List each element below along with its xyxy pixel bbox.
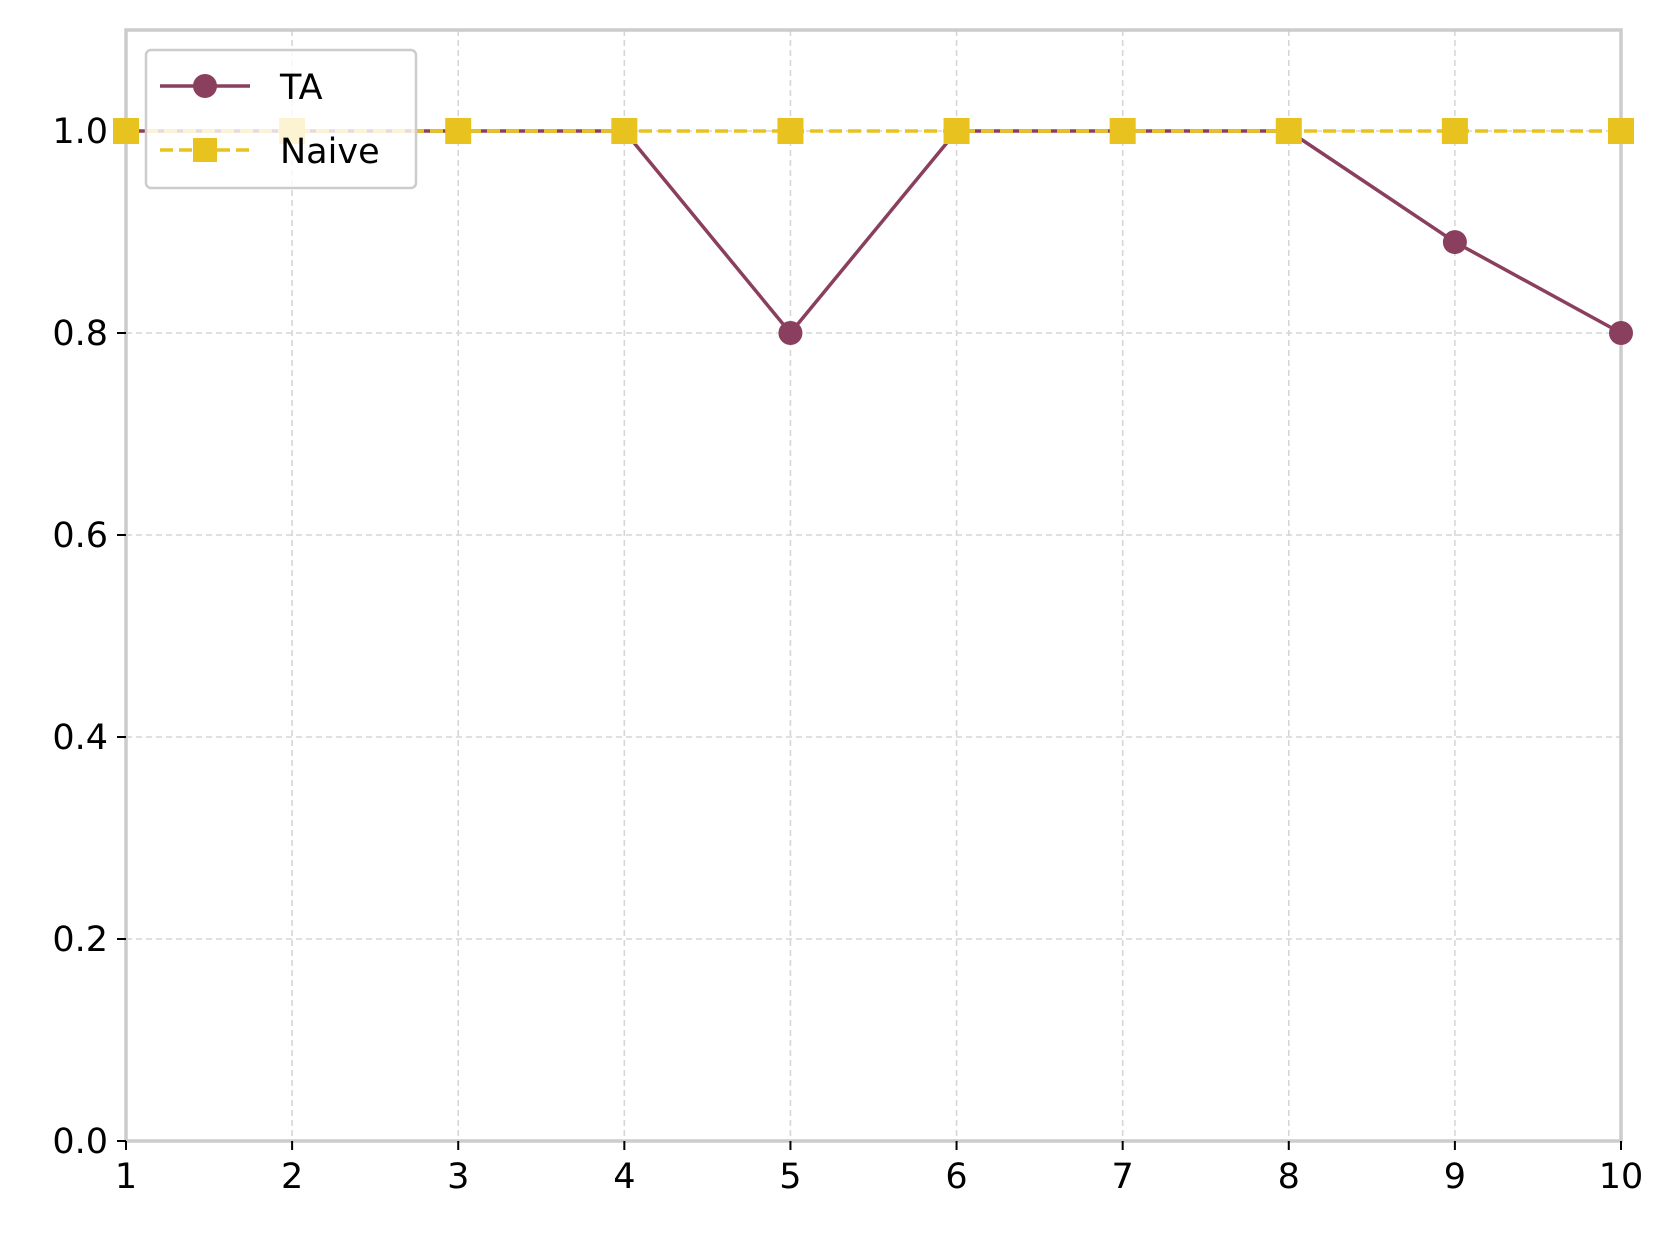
data-point-naive	[943, 118, 970, 144]
y-tick-label: 0.6	[52, 516, 108, 556]
x-tick-label: 5	[779, 1157, 801, 1197]
x-tick-label: 10	[1599, 1157, 1644, 1197]
x-tick-label: 4	[613, 1157, 635, 1197]
data-point-naive	[1441, 118, 1468, 144]
y-tick-label: 0.0	[52, 1122, 108, 1162]
x-tick-label: 9	[1444, 1157, 1466, 1197]
legend-marker-ta	[193, 74, 217, 98]
data-point-naive	[1109, 118, 1136, 144]
data-point-ta	[1609, 321, 1633, 345]
legend-entry-naive: Naive	[160, 132, 380, 172]
data-point-ta	[1442, 230, 1467, 255]
ticks: 1 2 3 4 5 6 7 8 9 10 0.0 0.2 0.4 0.6 0.8 1.0	[52, 112, 1643, 1197]
y-tick-label: 1.0	[52, 112, 108, 152]
y-tick-label: 0.4	[52, 718, 108, 758]
data-point-naive	[777, 118, 804, 144]
data-point-naive	[445, 118, 472, 144]
legend: TA Naive	[144, 48, 418, 190]
y-tick-label: 0.8	[52, 314, 108, 354]
x-tick-label: 7	[1112, 1157, 1134, 1197]
data-point-naive	[113, 118, 139, 144]
data-point-naive	[1275, 118, 1302, 144]
x-tick-label: 6	[945, 1157, 967, 1197]
grid	[125, 30, 1622, 1142]
x-tick-label: 3	[447, 1157, 469, 1197]
y-tick-label: 0.2	[52, 920, 108, 960]
legend-label-naive: Naive	[280, 132, 380, 172]
plot-frame	[124, 28, 1623, 1143]
x-tick-label: 2	[281, 1157, 303, 1197]
data-point-ta	[778, 321, 803, 345]
legend-label-ta: TA	[279, 68, 323, 108]
x-tick-label: 8	[1278, 1157, 1300, 1197]
axes	[124, 28, 1623, 1143]
x-tick-label: 1	[115, 1157, 137, 1197]
data-point-naive	[1608, 118, 1634, 144]
legend-entry-ta: TA	[160, 68, 323, 108]
legend-marker-naive	[193, 138, 217, 162]
data-point-naive	[611, 118, 638, 144]
